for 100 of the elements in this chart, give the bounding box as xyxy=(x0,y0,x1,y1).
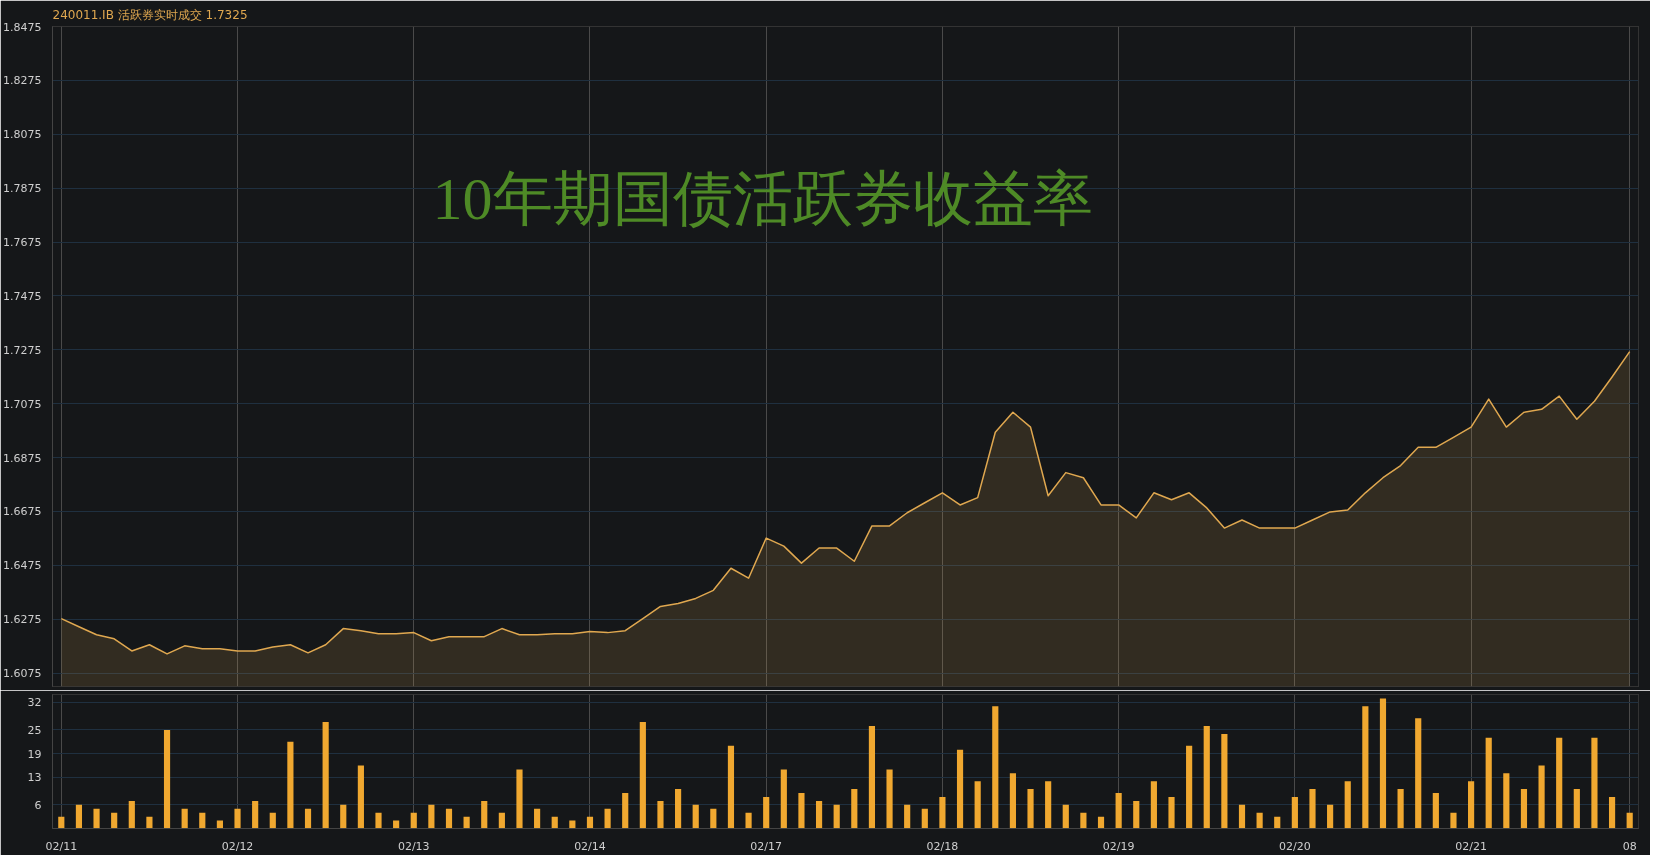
y-tick-label: 1.7275 xyxy=(3,343,42,357)
bar xyxy=(410,812,417,829)
bar xyxy=(322,722,329,829)
bar xyxy=(1538,765,1545,829)
bar xyxy=(463,816,470,829)
bar xyxy=(833,804,840,829)
bar xyxy=(727,745,735,829)
bar xyxy=(675,789,682,829)
x-tick-label: 02/20 xyxy=(1279,839,1311,853)
bar xyxy=(1432,793,1439,829)
x-tick-label: 02/19 xyxy=(1102,839,1135,853)
y-tick-label: 1.7675 xyxy=(3,236,42,250)
bar xyxy=(1168,796,1175,829)
bar xyxy=(639,722,646,829)
chart-subtitle: 240011.IB 活跃券实时成交 1.7325 xyxy=(52,7,248,22)
y-tick-label: 1.6075 xyxy=(3,667,42,681)
bar xyxy=(1608,796,1616,829)
bar xyxy=(798,793,805,829)
bar xyxy=(498,812,505,829)
y-tick-label: 25 xyxy=(27,723,42,737)
x-tick-label: 02/14 xyxy=(574,839,606,853)
bar xyxy=(534,808,541,829)
bar xyxy=(1133,800,1140,829)
bar xyxy=(1327,804,1334,829)
bar xyxy=(692,804,699,829)
bar xyxy=(586,816,594,829)
x-tick-label: 08 xyxy=(1622,839,1637,853)
bar xyxy=(1450,812,1457,829)
bar xyxy=(763,796,770,829)
y-tick-label: 6 xyxy=(34,798,42,812)
bar xyxy=(1520,789,1528,829)
bar xyxy=(1238,804,1246,829)
y-tick-label: 32 xyxy=(27,696,42,710)
bar xyxy=(974,781,981,829)
bar xyxy=(1221,733,1228,829)
bar xyxy=(1415,718,1422,829)
bar xyxy=(1573,789,1580,829)
bar xyxy=(1027,789,1034,829)
bar xyxy=(1379,698,1387,829)
bar xyxy=(1274,816,1281,829)
bar xyxy=(163,729,171,829)
bar xyxy=(622,793,629,829)
y-tick-label: 1.7075 xyxy=(3,397,42,411)
bar xyxy=(1626,812,1633,829)
bar xyxy=(1097,816,1105,829)
y-tick-label: 1.6675 xyxy=(3,505,42,519)
bar xyxy=(1115,793,1122,829)
y-tick-label: 1.7475 xyxy=(3,289,42,303)
bar xyxy=(252,800,259,829)
bar xyxy=(304,808,312,829)
y-tick-label: 13 xyxy=(27,771,42,785)
bar xyxy=(745,812,752,829)
x-tick-label: 02/18 xyxy=(926,839,959,853)
bar xyxy=(445,808,453,829)
bar xyxy=(287,741,294,829)
bar xyxy=(481,800,488,829)
y-tick-label: 1.7875 xyxy=(3,182,42,196)
bar xyxy=(1556,737,1563,829)
x-tick-label: 02/13 xyxy=(397,839,430,853)
bar xyxy=(75,804,83,829)
bar xyxy=(1591,737,1598,829)
bar xyxy=(375,812,382,829)
bar xyxy=(1150,781,1157,829)
bar xyxy=(657,800,664,829)
bar xyxy=(1186,745,1193,829)
x-tick-label: 02/17 xyxy=(750,839,783,853)
bar xyxy=(780,769,787,829)
bar xyxy=(956,749,964,829)
y-tick-label: 1.8075 xyxy=(3,128,42,142)
bar xyxy=(1291,796,1298,829)
y-tick-label: 1.6275 xyxy=(3,613,42,627)
bar xyxy=(428,804,435,829)
x-tick-label: 02/21 xyxy=(1455,839,1487,853)
bar xyxy=(1397,789,1404,829)
bar xyxy=(199,812,206,829)
bar xyxy=(868,726,876,829)
bar xyxy=(1080,812,1087,829)
bar xyxy=(886,769,893,829)
bar xyxy=(921,808,928,829)
bar xyxy=(1256,812,1263,829)
bar xyxy=(1309,789,1316,829)
bar xyxy=(1362,706,1369,829)
text: 10年期国债活跃券收益率 xyxy=(432,165,1093,232)
x-tick-label: 02/12 xyxy=(221,839,254,853)
bar xyxy=(93,808,100,829)
bar xyxy=(1203,726,1210,829)
bar xyxy=(710,808,717,829)
bar xyxy=(851,789,858,829)
bar xyxy=(269,812,276,829)
bar xyxy=(1485,737,1492,829)
bar xyxy=(551,816,558,829)
bar xyxy=(992,706,999,829)
bar xyxy=(1045,781,1052,829)
y-tick-label: 1.8475 xyxy=(3,20,42,34)
bar xyxy=(939,796,946,829)
bar xyxy=(146,816,153,829)
y-tick-label: 1.8275 xyxy=(3,74,42,88)
bar xyxy=(111,812,118,829)
bar xyxy=(58,816,65,829)
y-tick-label: 19 xyxy=(27,747,42,761)
